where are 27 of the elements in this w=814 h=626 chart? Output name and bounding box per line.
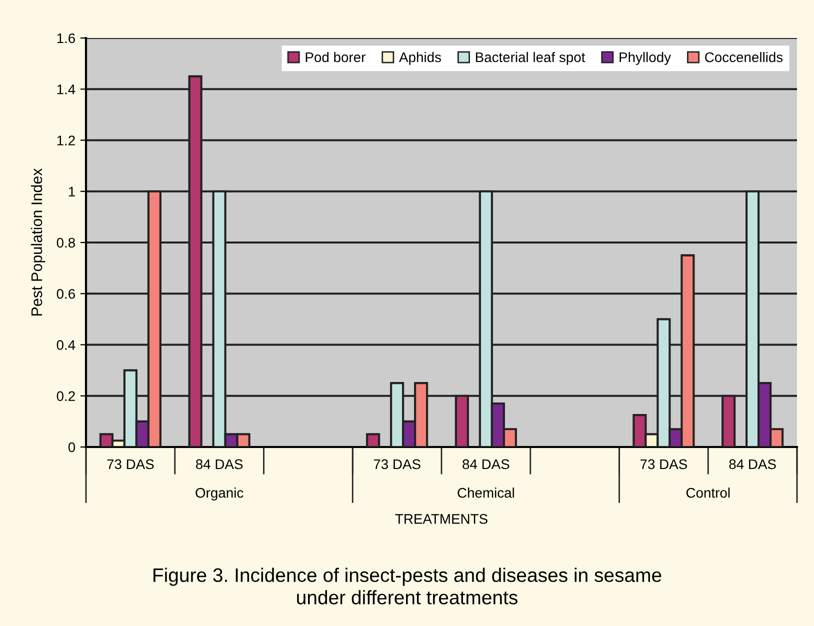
legend-label: Bacterial leaf spot (476, 52, 586, 65)
x-tick-label: 84 DAS (196, 459, 243, 470)
y-tick-label: 0.2 (56, 391, 75, 402)
legend-label: Coccenellids (705, 52, 783, 62)
x-axis-title: TREATMENTS (395, 514, 488, 524)
y-tick-label: 1.4 (57, 84, 76, 94)
legend-label: Aphids (399, 52, 441, 65)
text: Chemical (458, 488, 514, 498)
y-tick-label: 1 (68, 186, 75, 196)
y-tick-label: 0.8 (56, 238, 75, 248)
y-tick-label: 0.4 (56, 340, 76, 350)
x-tick-label: 73 DAS (374, 459, 420, 470)
y-tick-label: 1.6 (57, 33, 75, 44)
y-tick-label: 0.6 (56, 288, 75, 299)
x-tick-label: 84 DAS (729, 459, 776, 470)
x-tick-label: 73 DAS (640, 459, 687, 470)
x-tick-label: 84 DAS (462, 459, 510, 470)
x-tick-label: 73 DAS (107, 459, 154, 470)
y-tick-label: 1.2 (57, 136, 75, 146)
text: Control (686, 488, 730, 498)
caption: Figure 3. Incidence of insect-pests and diseases in sesame under different treatments (154, 568, 662, 604)
y-axis-title: Pest Population Index (30, 168, 46, 316)
legend-label: Pod borer (306, 52, 366, 62)
y-tick-label: 0 (68, 442, 76, 452)
bar (366, 433, 380, 447)
text: Organic (196, 488, 244, 501)
legend-label: Phyllody (620, 52, 672, 65)
